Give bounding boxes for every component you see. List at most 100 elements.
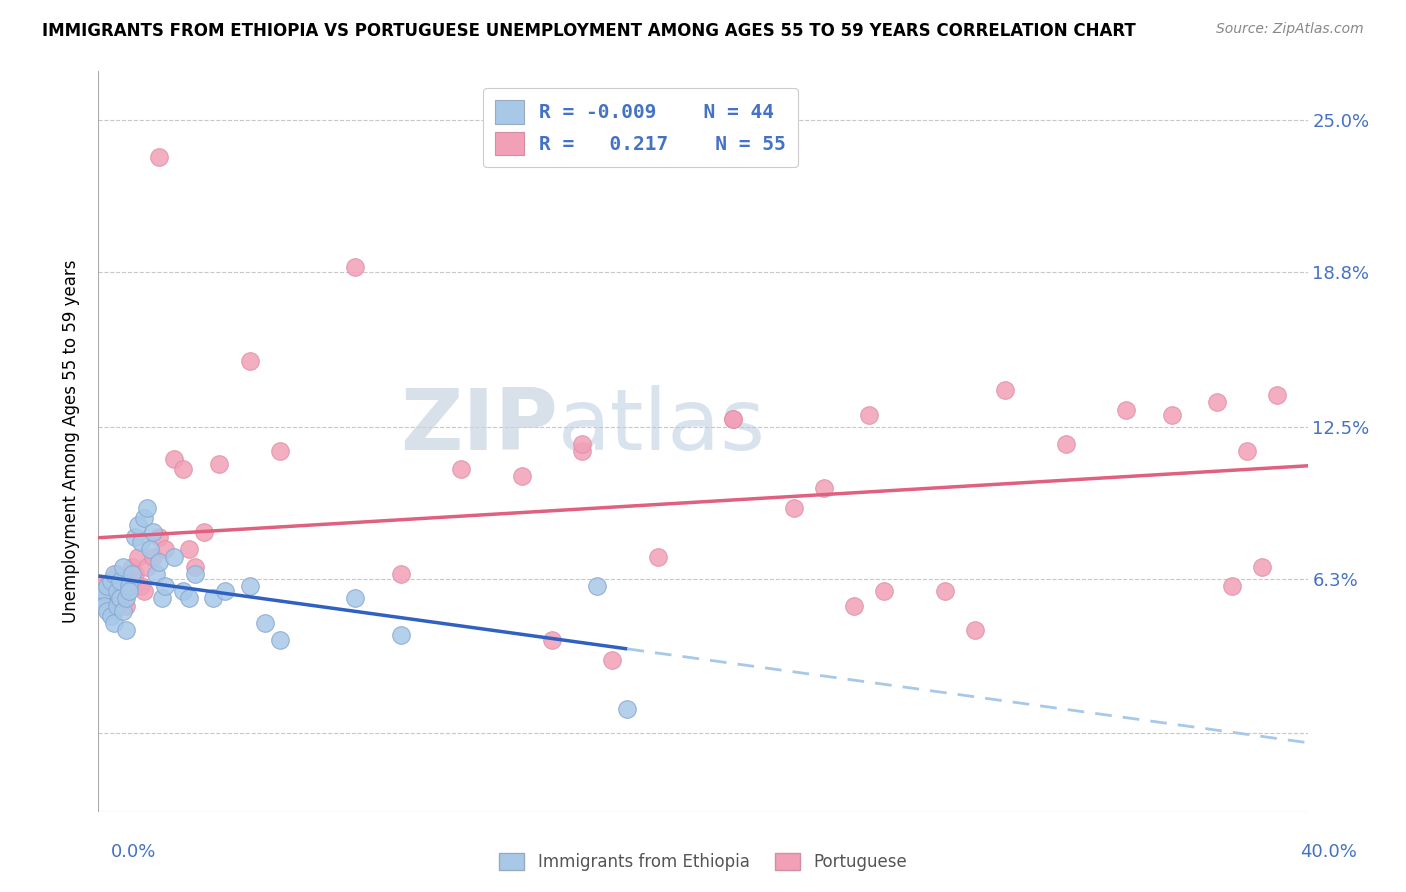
Point — [172, 461, 194, 475]
Point — [844, 599, 866, 613]
Point — [148, 555, 170, 569]
Point — [111, 559, 134, 574]
Point — [1267, 388, 1289, 402]
Text: atlas: atlas — [558, 385, 766, 468]
Point — [100, 574, 122, 589]
Point — [145, 566, 167, 581]
Text: 40.0%: 40.0% — [1301, 843, 1357, 861]
Point — [184, 566, 207, 581]
Point — [100, 608, 122, 623]
Legend: Immigrants from Ethiopia, Portuguese: Immigrants from Ethiopia, Portuguese — [491, 845, 915, 880]
Point — [344, 260, 367, 275]
Point — [148, 530, 170, 544]
Point — [96, 579, 118, 593]
Point — [723, 412, 745, 426]
Text: Source: ZipAtlas.com: Source: ZipAtlas.com — [1216, 22, 1364, 37]
Point — [111, 584, 134, 599]
Point — [172, 584, 194, 599]
Point — [163, 451, 186, 466]
Point — [103, 604, 125, 618]
Point — [153, 542, 176, 557]
Point — [179, 591, 201, 606]
Point — [118, 584, 141, 599]
Point — [132, 584, 155, 599]
Point — [647, 549, 669, 564]
Point — [93, 599, 115, 613]
Point — [142, 525, 165, 540]
Point — [90, 579, 112, 593]
Point — [108, 591, 131, 606]
Point — [124, 566, 146, 581]
Point — [96, 584, 118, 599]
Point — [118, 574, 141, 589]
Point — [389, 628, 412, 642]
Point — [142, 549, 165, 564]
Point — [193, 525, 215, 540]
Point — [103, 615, 125, 630]
Point — [114, 599, 136, 613]
Point — [105, 566, 128, 581]
Point — [1115, 402, 1137, 417]
Point — [90, 591, 112, 606]
Point — [139, 542, 162, 557]
Point — [163, 549, 186, 564]
Y-axis label: Unemployment Among Ages 55 to 59 years: Unemployment Among Ages 55 to 59 years — [62, 260, 80, 624]
Point — [214, 584, 236, 599]
Point — [129, 535, 152, 549]
Point — [135, 500, 157, 515]
Point — [269, 444, 291, 458]
Point — [239, 579, 262, 593]
Point — [1054, 437, 1077, 451]
Point — [103, 566, 125, 581]
Point — [129, 579, 152, 593]
Point — [813, 481, 835, 495]
Point — [239, 353, 262, 368]
Point — [105, 599, 128, 613]
Point — [208, 457, 231, 471]
Point — [783, 500, 806, 515]
Legend: R = -0.009    N = 44, R =   0.217    N = 55: R = -0.009 N = 44, R = 0.217 N = 55 — [484, 88, 797, 167]
Point — [121, 566, 143, 581]
Point — [114, 591, 136, 606]
Point — [723, 412, 745, 426]
Point — [1251, 559, 1274, 574]
Point — [571, 437, 593, 451]
Point — [1160, 408, 1182, 422]
Point — [105, 584, 128, 599]
Point — [1220, 579, 1243, 593]
Point — [994, 383, 1017, 397]
Point — [114, 624, 136, 638]
Text: 0.0%: 0.0% — [111, 843, 156, 861]
Point — [132, 510, 155, 524]
Point — [858, 408, 880, 422]
Point — [127, 549, 149, 564]
Point — [121, 559, 143, 574]
Point — [150, 591, 173, 606]
Point — [1206, 395, 1229, 409]
Text: IMMIGRANTS FROM ETHIOPIA VS PORTUGUESE UNEMPLOYMENT AMONG AGES 55 TO 59 YEARS CO: IMMIGRANTS FROM ETHIOPIA VS PORTUGUESE U… — [42, 22, 1136, 40]
Point — [93, 591, 115, 606]
Point — [389, 566, 412, 581]
Point — [269, 633, 291, 648]
Point — [179, 542, 201, 557]
Point — [616, 702, 638, 716]
Point — [153, 579, 176, 593]
Point — [118, 579, 141, 593]
Point — [873, 584, 896, 599]
Point — [253, 615, 276, 630]
Point — [100, 574, 122, 589]
Point — [148, 150, 170, 164]
Point — [586, 579, 609, 593]
Point — [934, 584, 956, 599]
Point — [111, 604, 134, 618]
Text: ZIP: ZIP — [401, 385, 558, 468]
Point — [96, 604, 118, 618]
Point — [344, 591, 367, 606]
Point — [108, 574, 131, 589]
Point — [124, 530, 146, 544]
Point — [135, 559, 157, 574]
Point — [93, 584, 115, 599]
Point — [127, 517, 149, 532]
Point — [602, 653, 624, 667]
Point — [184, 559, 207, 574]
